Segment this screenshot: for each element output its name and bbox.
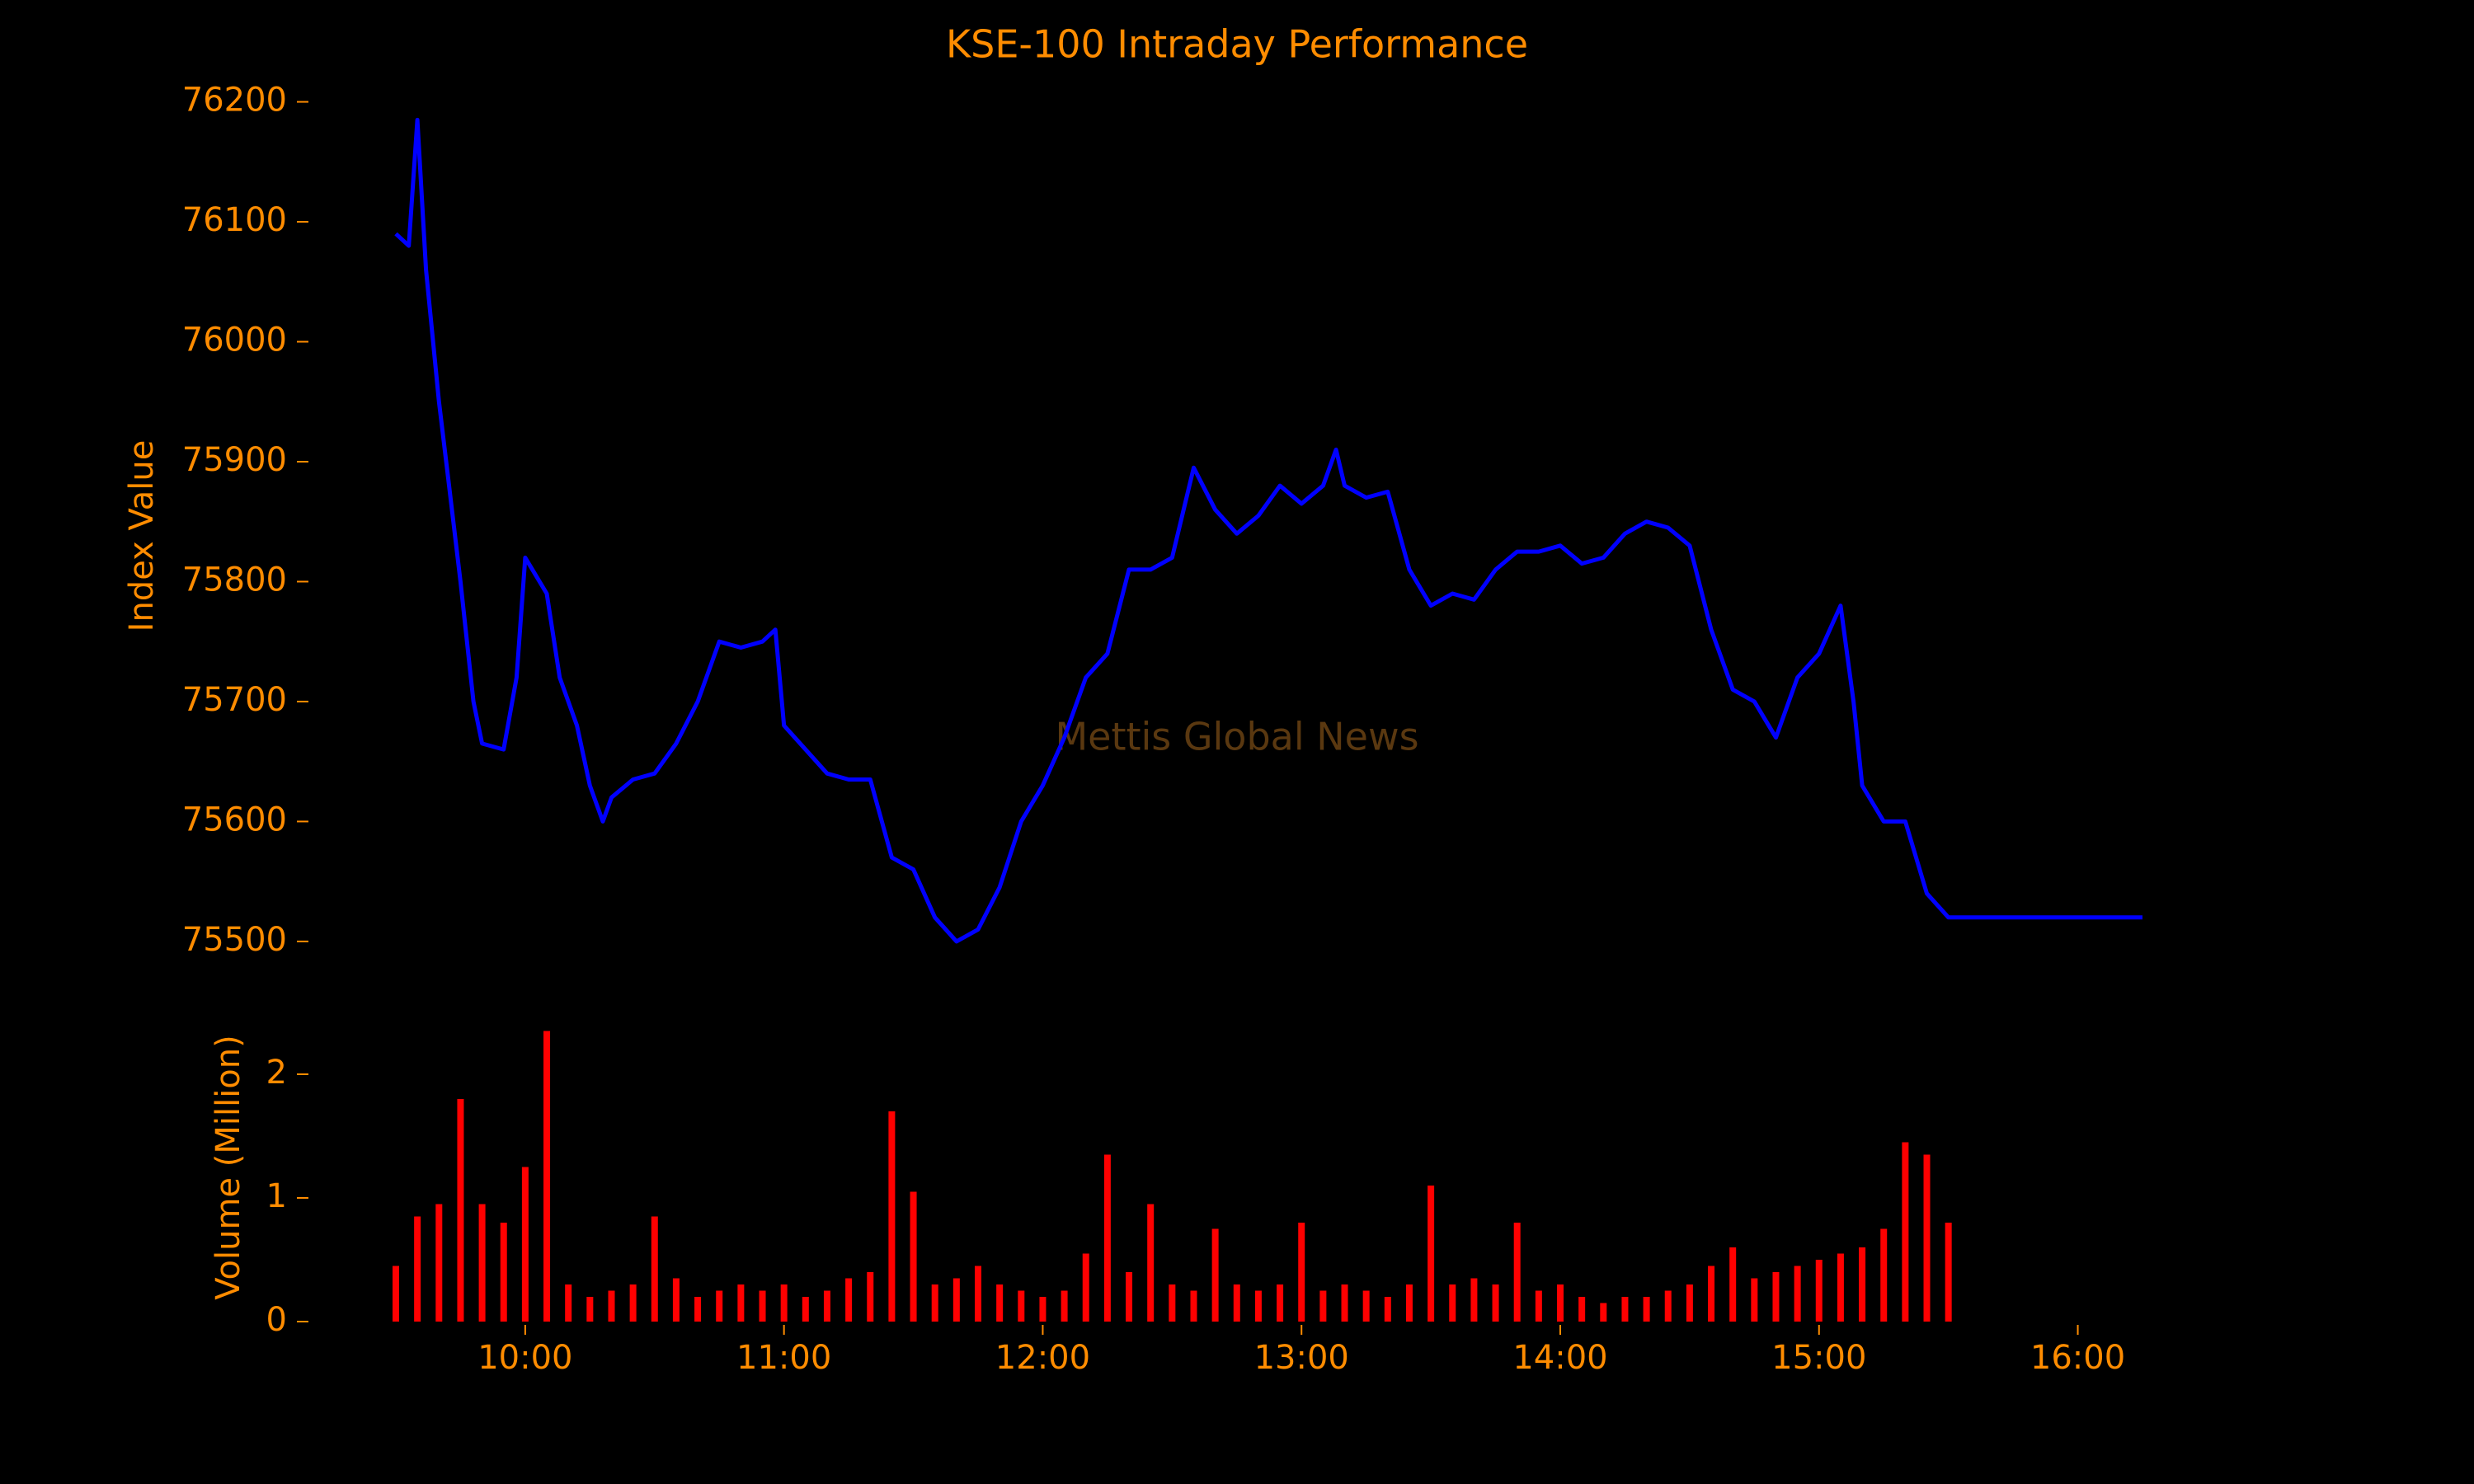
volume-bar [1492, 1284, 1499, 1322]
x-tick-label: 13:00 [1254, 1339, 1349, 1377]
volume-bar [1880, 1228, 1888, 1322]
volume-bar [1578, 1297, 1586, 1322]
volume-bar [1449, 1284, 1456, 1322]
volume-bar [1945, 1223, 1952, 1322]
volume-bar [888, 1111, 896, 1322]
y-tick-label: 75600 [182, 801, 287, 838]
volume-bar [910, 1191, 917, 1322]
chart-title: KSE-100 Intraday Performance [946, 22, 1528, 67]
y-tick-label: 75700 [182, 681, 287, 719]
volume-bar [672, 1278, 680, 1322]
volume-bar [759, 1290, 766, 1322]
volume-bar [716, 1290, 723, 1322]
y-axis-label: Index Value [123, 440, 161, 632]
y-tick-label: 76100 [182, 201, 287, 239]
y-tick-label: 76200 [182, 82, 287, 120]
y-tick-label: 2 [266, 1054, 287, 1092]
y-tick-label: 75900 [182, 441, 287, 479]
volume-bar [802, 1297, 809, 1322]
volume-bar [1277, 1284, 1284, 1322]
volume-bar [780, 1284, 788, 1322]
y-tick-label: 75800 [182, 561, 287, 599]
volume-bar [1169, 1284, 1176, 1322]
volume-bar [1535, 1290, 1542, 1322]
volume-bar [543, 1031, 551, 1322]
volume-bar [1600, 1303, 1607, 1322]
volume-bar [1794, 1266, 1801, 1322]
x-tick-label: 14:00 [1512, 1339, 1607, 1377]
volume-bar [1319, 1290, 1327, 1322]
volume-bar [1298, 1223, 1305, 1322]
volume-bar [1859, 1247, 1866, 1322]
volume-bar [1147, 1204, 1155, 1322]
volume-bar [1664, 1290, 1672, 1322]
volume-bar [1772, 1272, 1780, 1322]
y-tick-label: 1 [266, 1177, 287, 1215]
volume-bar [845, 1278, 853, 1322]
volume-bar [1470, 1278, 1478, 1322]
volume-bar [975, 1266, 981, 1322]
volume-bar [565, 1284, 572, 1322]
x-tick-label: 12:00 [995, 1339, 1090, 1377]
volume-bar [1513, 1223, 1521, 1322]
volume-bar [1621, 1297, 1629, 1322]
volume-bar [608, 1290, 615, 1322]
volume-bar [1902, 1142, 1909, 1322]
volume-bar [1061, 1290, 1068, 1322]
volume-bar [1837, 1253, 1844, 1322]
volume-bar [1643, 1297, 1650, 1322]
volume-bar [1557, 1284, 1564, 1322]
index-line [394, 117, 2142, 944]
volume-bar [1686, 1284, 1693, 1322]
volume-bar [629, 1284, 637, 1322]
volume-bar [1082, 1253, 1089, 1322]
volume-bar [478, 1204, 486, 1322]
volume-bar [1190, 1290, 1197, 1322]
volume-bar [1018, 1290, 1025, 1322]
y-tick-label: 0 [266, 1301, 287, 1339]
volume-bar [823, 1290, 830, 1322]
volume-bar [867, 1272, 874, 1322]
volume-bar [694, 1297, 702, 1322]
volume-bar [1384, 1297, 1391, 1322]
x-tick-label: 11:00 [736, 1339, 831, 1377]
volume-bar [651, 1216, 658, 1322]
volume-bar [1405, 1284, 1413, 1322]
y-tick-label: 75500 [182, 921, 287, 959]
volume-bar [1427, 1186, 1435, 1322]
volume-bar [1103, 1154, 1111, 1322]
volume-bar [996, 1284, 1004, 1322]
volume-bar [1039, 1297, 1047, 1322]
volume-bar [586, 1297, 594, 1322]
volume-bar [737, 1284, 745, 1322]
y-axis-label: Volume (Million) [209, 1035, 247, 1299]
volume-bar [414, 1216, 421, 1322]
volume-bar [952, 1278, 960, 1322]
volume-bar [1708, 1266, 1715, 1322]
volume-bar [393, 1266, 399, 1322]
volume-bar [500, 1223, 507, 1322]
x-tick-label: 16:00 [2030, 1339, 2125, 1377]
x-tick-label: 10:00 [477, 1339, 572, 1377]
y-tick-label: 76000 [182, 322, 287, 359]
volume-bar [1233, 1284, 1240, 1322]
volume-bar [1126, 1272, 1133, 1322]
volume-bar [1923, 1154, 1931, 1322]
volume-bar [1362, 1290, 1370, 1322]
volume-bar [1815, 1260, 1823, 1322]
volume-bar [931, 1284, 938, 1322]
volume-bar [1211, 1228, 1219, 1322]
volume-bar [1751, 1278, 1758, 1322]
volume-bar [1341, 1284, 1348, 1322]
volume-bar [435, 1204, 443, 1322]
volume-bar [1729, 1247, 1737, 1322]
volume-bar [457, 1099, 464, 1322]
x-tick-label: 15:00 [1771, 1339, 1866, 1377]
watermark: Mettis Global News [1055, 715, 1418, 759]
volume-bar [521, 1167, 529, 1322]
volume-bar [1254, 1290, 1262, 1322]
